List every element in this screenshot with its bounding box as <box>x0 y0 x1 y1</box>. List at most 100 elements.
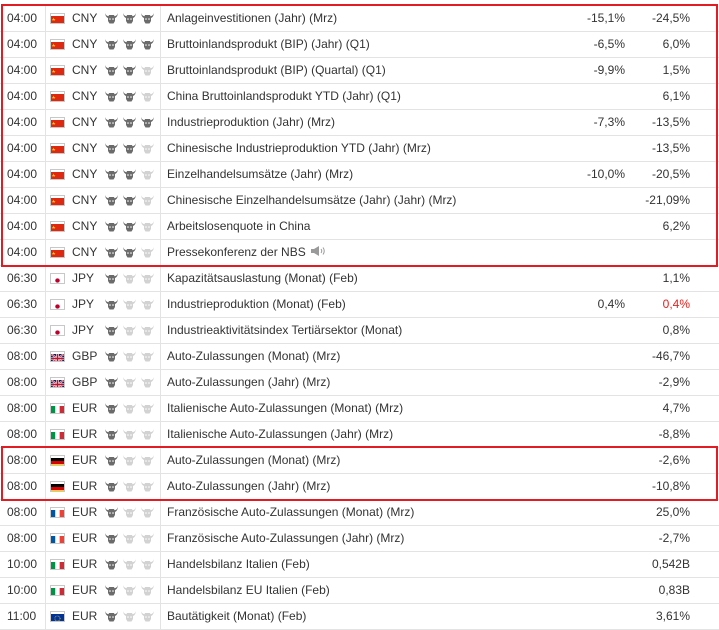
event-name-label: Handelsbilanz EU Italien (Feb) <box>167 583 330 597</box>
bull-icon <box>104 532 119 544</box>
flag-cn-icon <box>50 195 65 206</box>
actual-value: -13,5% <box>651 115 690 129</box>
event-name[interactable]: Italienische Auto-Zulassungen (Jahr) (Mr… <box>167 422 567 447</box>
flag-jp-icon <box>50 299 65 310</box>
flag-jp-icon <box>50 325 65 336</box>
actual-value: 0,83B <box>658 583 690 597</box>
bull-icon <box>104 12 119 24</box>
event-name[interactable]: Pressekonferenz der NBS <box>167 240 567 265</box>
bull-icon <box>140 194 155 206</box>
table-row[interactable]: 08:00 EUR Auto-Zulassungen (Jahr) (Mrz) -10… <box>0 474 719 500</box>
bull-icon <box>122 64 137 76</box>
table-row[interactable]: 10:00 EUR Handelsbilanz Italien (Feb) 0,542… <box>0 552 719 578</box>
table-row[interactable]: 08:00 GBP Auto-Zulassungen (Jahr) (Mrz) -2,… <box>0 370 719 396</box>
flag-cn-icon <box>50 39 65 50</box>
table-row[interactable]: 04:00 CNY Bruttoinlandsprodukt (BIP) (Quar… <box>0 58 719 84</box>
table-row[interactable]: 08:00 EUR Auto-Zulassungen (Monat) (Mrz) -2… <box>0 448 719 474</box>
bull-icon <box>104 64 119 76</box>
event-name[interactable]: Auto-Zulassungen (Monat) (Mrz) <box>167 344 567 369</box>
table-row[interactable]: 06:30 JPY Industrieaktivitätsindex Tertiär… <box>0 318 719 344</box>
table-row[interactable]: 04:00 CNY Arbeitslosenquote in China 6,2% <box>0 214 719 240</box>
bull-icon <box>122 376 137 388</box>
table-row[interactable]: 08:00 EUR Französische Auto-Zulassungen (M… <box>0 500 719 526</box>
table-row[interactable]: 04:00 CNY Anlageinvestitionen (Jahr) (Mrz)… <box>0 6 719 32</box>
column-divider <box>160 500 161 525</box>
event-name[interactable]: Einzelhandelsumsätze (Jahr) (Mrz) <box>167 162 567 187</box>
table-row[interactable]: 11:00 EUR Bautätigkeit (Monat) (Feb) 3,61% <box>0 604 719 630</box>
event-name-label: Auto-Zulassungen (Jahr) (Mrz) <box>167 479 331 493</box>
event-time: 08:00 <box>7 396 46 421</box>
event-name[interactable]: Chinesische Industrieproduktion YTD (Jah… <box>167 136 567 161</box>
bull-icon <box>104 350 119 362</box>
event-name[interactable]: Chinesische Einzelhandelsumsätze (Jahr) … <box>167 188 567 213</box>
currency-code: GBP <box>72 375 98 389</box>
event-name[interactable]: Anlageinvestitionen (Jahr) (Mrz) <box>167 6 567 31</box>
column-divider <box>160 214 161 239</box>
bull-icon <box>122 168 137 180</box>
event-name[interactable]: China Bruttoinlandsprodukt YTD (Jahr) (Q… <box>167 84 567 109</box>
table-row[interactable]: 06:30 JPY Kapazitätsauslastung (Monat) (Fe… <box>0 266 719 292</box>
event-name-label: Industrieproduktion (Monat) (Feb) <box>167 297 346 311</box>
table-row[interactable]: 04:00 CNY Chinesische Einzelhandelsumsätze… <box>0 188 719 214</box>
event-name[interactable]: Bruttoinlandsprodukt (BIP) (Jahr) (Q1) <box>167 32 567 57</box>
event-name[interactable]: Italienische Auto-Zulassungen (Monat) (M… <box>167 396 567 421</box>
importance-rating <box>104 168 156 180</box>
table-row[interactable]: 08:00 EUR Italienische Auto-Zulassungen (M… <box>0 396 719 422</box>
table-row[interactable]: 06:30 JPY Industrieproduktion (Monat) (Feb… <box>0 292 719 318</box>
event-name[interactable]: Französische Auto-Zulassungen (Monat) (M… <box>167 500 567 525</box>
table-row[interactable]: 10:00 EUR Handelsbilanz EU Italien (Feb) 0,… <box>0 578 719 604</box>
bull-icon <box>140 480 155 492</box>
event-name[interactable]: Arbeitslosenquote in China <box>167 214 567 239</box>
event-time: 04:00 <box>7 84 46 109</box>
column-divider <box>160 370 161 395</box>
importance-rating <box>104 558 156 570</box>
event-name[interactable]: Auto-Zulassungen (Jahr) (Mrz) <box>167 474 567 499</box>
actual-value: 0,8% <box>662 323 690 337</box>
event-name[interactable]: Industrieproduktion (Monat) (Feb) <box>167 292 567 317</box>
event-name[interactable]: Auto-Zulassungen (Monat) (Mrz) <box>167 448 567 473</box>
bull-icon <box>104 376 119 388</box>
flag-gb-icon <box>50 351 65 362</box>
event-name[interactable]: Kapazitätsauslastung (Monat) (Feb) <box>167 266 567 291</box>
bull-icon <box>140 38 155 50</box>
event-name[interactable]: Französische Auto-Zulassungen (Jahr) (Mr… <box>167 526 567 551</box>
flag-cn-icon <box>50 13 65 24</box>
previous-value: -6,5% <box>593 37 625 51</box>
currency-code: CNY <box>72 141 98 155</box>
flag-cn-icon <box>50 247 65 258</box>
table-row[interactable]: 04:00 CNY Einzelhandelsumsätze (Jahr) (Mrz… <box>0 162 719 188</box>
bull-icon <box>140 168 155 180</box>
column-divider <box>160 344 161 369</box>
currency-code: CNY <box>72 245 98 259</box>
event-name[interactable]: Industrieproduktion (Jahr) (Mrz) <box>167 110 567 135</box>
table-row[interactable]: 04:00 CNY China Bruttoinlandsprodukt YTD (… <box>0 84 719 110</box>
event-time: 06:30 <box>7 292 46 317</box>
event-name[interactable]: Bautätigkeit (Monat) (Feb) <box>167 604 567 629</box>
currency-code: EUR <box>72 453 98 467</box>
event-name[interactable]: Industrieaktivitätsindex Tertiärsektor (… <box>167 318 567 343</box>
flag-cn-icon <box>50 91 65 102</box>
table-row[interactable]: 04:00 CNY Chinesische Industrieproduktion … <box>0 136 719 162</box>
table-row[interactable]: 04:00 CNY Pressekonferenz der NBS <box>0 240 719 266</box>
event-name[interactable]: Handelsbilanz Italien (Feb) <box>167 552 567 577</box>
event-name[interactable]: Auto-Zulassungen (Jahr) (Mrz) <box>167 370 567 395</box>
flag-fr-icon <box>50 533 65 544</box>
bull-icon <box>122 272 137 284</box>
table-row[interactable]: 08:00 EUR Französische Auto-Zulassungen (J… <box>0 526 719 552</box>
bull-icon <box>104 480 119 492</box>
event-name-label: Französische Auto-Zulassungen (Jahr) (Mr… <box>167 531 405 545</box>
table-row[interactable]: 04:00 CNY Industrieproduktion (Jahr) (Mrz)… <box>0 110 719 136</box>
bull-icon <box>122 402 137 414</box>
event-name[interactable]: Handelsbilanz EU Italien (Feb) <box>167 578 567 603</box>
event-name-label: Chinesische Einzelhandelsumsätze (Jahr) … <box>167 193 457 207</box>
currency-code: EUR <box>72 583 98 597</box>
currency-code: EUR <box>72 479 98 493</box>
event-name[interactable]: Bruttoinlandsprodukt (BIP) (Quartal) (Q1… <box>167 58 567 83</box>
flag-cn-icon <box>50 169 65 180</box>
actual-value: 0,542B <box>651 557 690 571</box>
table-row[interactable]: 08:00 GBP Auto-Zulassungen (Monat) (Mrz) -4… <box>0 344 719 370</box>
column-divider <box>160 578 161 603</box>
table-row[interactable]: 08:00 EUR Italienische Auto-Zulassungen (J… <box>0 422 719 448</box>
column-divider <box>160 58 161 83</box>
table-row[interactable]: 04:00 CNY Bruttoinlandsprodukt (BIP) (Jahr… <box>0 32 719 58</box>
